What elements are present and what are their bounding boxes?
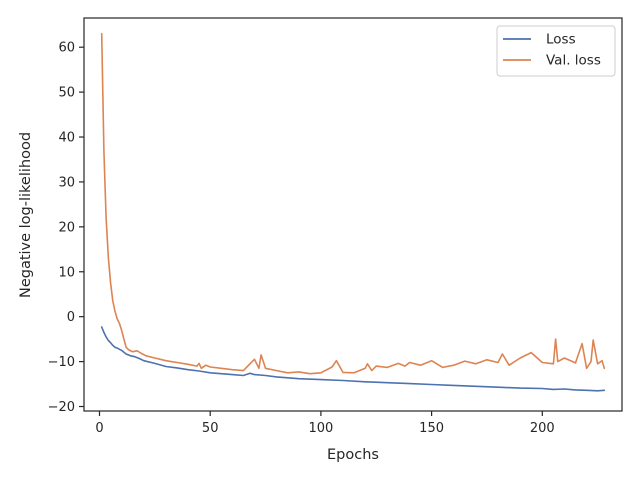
y-tick-label: 0 [67, 310, 75, 325]
series-layer [100, 32, 606, 392]
series-line-loss [100, 326, 606, 392]
y-tick-label: 20 [58, 220, 75, 235]
x-tick-label: 0 [95, 421, 103, 436]
plot-area [83, 17, 623, 412]
x-tick-label: 100 [308, 421, 333, 436]
y-tick-label: 40 [58, 131, 75, 146]
legend: Loss Val. loss [496, 25, 616, 77]
x-tick-label: 200 [530, 421, 555, 436]
x-axis-title: Epochs [327, 447, 379, 463]
y-tick-label: 10 [58, 265, 75, 280]
y-axis: −20 −10 0 10 20 30 40 50 60 [48, 41, 84, 415]
x-tick-label: 50 [202, 421, 219, 436]
series-line-val-loss [100, 32, 606, 375]
y-tick-label: −10 [48, 355, 75, 370]
y-tick-label: 30 [58, 175, 75, 190]
y-tick-label: −20 [48, 400, 75, 415]
y-tick-label: 60 [58, 41, 75, 56]
legend-label: Val. loss [546, 53, 601, 69]
y-axis-title: Negative log-likelihood [18, 132, 34, 298]
x-tick-label: 150 [419, 421, 444, 436]
y-tick-label: 50 [58, 86, 75, 101]
legend-label: Loss [546, 32, 576, 48]
x-axis: 0 50 100 150 200 [95, 411, 555, 436]
